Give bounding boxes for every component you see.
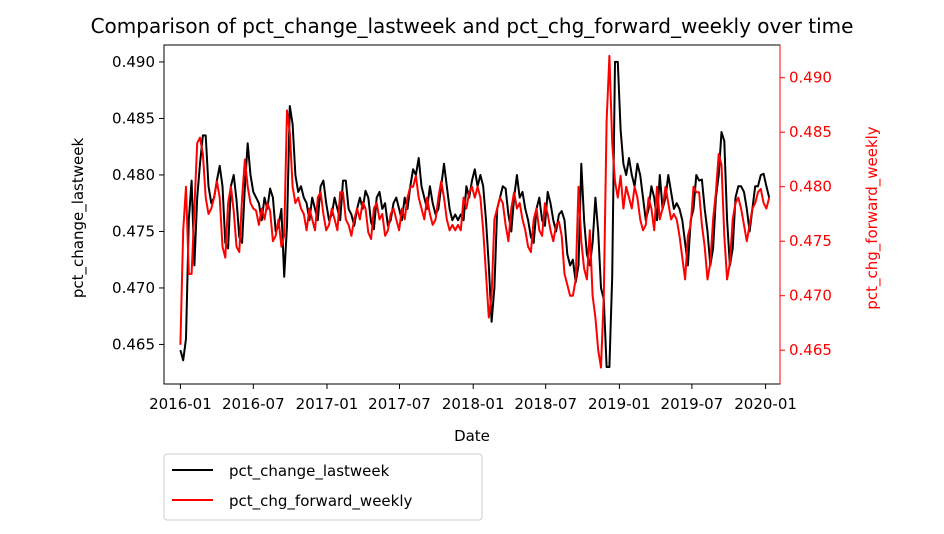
y-axis-right-label: pct_chg_forward_weekly [863,126,882,310]
y-left-tick-label: 0.470 [112,279,155,297]
x-tick-label: 2020-01 [734,395,797,413]
x-tick-label: 2016-07 [222,395,285,413]
series-layer [179,54,771,369]
x-axis: 2016-01 2016-07 2017-01 2017-07 2018-01 2018-… [149,384,797,413]
y-axis-left: 0.465 0.470 0.475 0.480 0.485 0.490 [112,53,164,353]
x-tick-label: 2017-07 [368,395,431,413]
y-left-tick-label: 0.490 [112,53,155,71]
y-axis-right: 0.465 0.470 0.475 0.480 0.485 0.490 [780,69,832,359]
x-tick-label: 2016-01 [149,395,212,413]
y-right-tick-label: 0.490 [789,69,832,87]
y-left-tick-label: 0.465 [112,335,155,353]
y-left-tick-label: 0.475 [112,222,155,240]
x-tick-label: 2018-07 [514,395,577,413]
y-right-tick-label: 0.485 [789,123,832,141]
x-tick-label: 2018-01 [442,395,505,413]
y-left-tick-label: 0.485 [112,109,155,127]
y-right-tick-label: 0.465 [789,341,832,359]
legend-label-pct-chg-forward-weekly: pct_chg_forward_weekly [229,492,413,511]
y-left-tick-label: 0.480 [112,166,155,184]
legend-label-pct-change-lastweek: pct_change_lastweek [229,462,390,481]
chart-title: Comparison of pct_change_lastweek and pc… [91,14,854,38]
y-axis-left-label: pct_change_lastweek [69,138,88,299]
series-line-pct-chg-forward-weekly [179,54,771,369]
x-tick-label: 2019-07 [661,395,724,413]
y-right-tick-label: 0.475 [789,232,832,250]
y-right-tick-label: 0.480 [789,178,832,196]
legend: pct_change_lastweek pct_chg_forward_week… [163,453,483,521]
x-axis-label: Date [454,427,490,445]
legend-frame [163,453,483,521]
x-tick-label: 2019-01 [588,395,651,413]
x-tick-label: 2017-01 [296,395,359,413]
y-right-tick-label: 0.470 [789,287,832,305]
